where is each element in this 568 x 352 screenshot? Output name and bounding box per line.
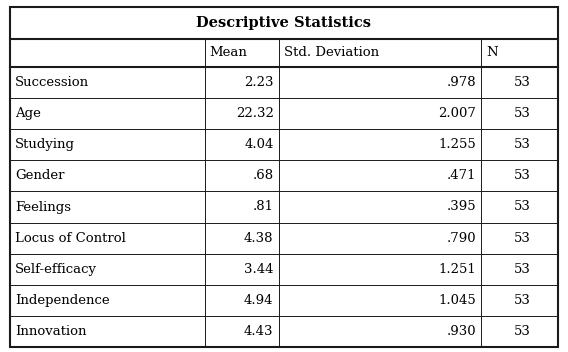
- Text: .68: .68: [252, 169, 274, 182]
- Text: 4.94: 4.94: [244, 294, 274, 307]
- Text: Succession: Succession: [15, 76, 89, 89]
- Text: 2.23: 2.23: [244, 76, 274, 89]
- Text: .930: .930: [446, 325, 477, 338]
- Text: 4.38: 4.38: [244, 232, 274, 245]
- Text: Innovation: Innovation: [15, 325, 86, 338]
- Text: 4.04: 4.04: [244, 138, 274, 151]
- Text: Age: Age: [15, 107, 41, 120]
- Text: Feelings: Feelings: [15, 201, 71, 214]
- Text: .790: .790: [446, 232, 477, 245]
- Text: .471: .471: [447, 169, 477, 182]
- Text: N: N: [486, 46, 498, 59]
- Text: Self-efficacy: Self-efficacy: [15, 263, 97, 276]
- Text: 53: 53: [514, 169, 531, 182]
- Text: 53: 53: [514, 263, 531, 276]
- Text: 22.32: 22.32: [236, 107, 274, 120]
- Text: Gender: Gender: [15, 169, 65, 182]
- Text: Studying: Studying: [15, 138, 75, 151]
- Text: 53: 53: [514, 232, 531, 245]
- Text: .978: .978: [446, 76, 477, 89]
- Text: 1.255: 1.255: [438, 138, 477, 151]
- Text: .395: .395: [446, 201, 477, 214]
- Text: 2.007: 2.007: [438, 107, 477, 120]
- Text: Independence: Independence: [15, 294, 110, 307]
- Text: Std. Deviation: Std. Deviation: [283, 46, 379, 59]
- Text: 53: 53: [514, 138, 531, 151]
- Text: 1.045: 1.045: [438, 294, 477, 307]
- Text: .81: .81: [253, 201, 274, 214]
- Text: Mean: Mean: [210, 46, 248, 59]
- Text: Descriptive Statistics: Descriptive Statistics: [197, 16, 371, 30]
- Text: 53: 53: [514, 201, 531, 214]
- Text: 53: 53: [514, 107, 531, 120]
- Text: Locus of Control: Locus of Control: [15, 232, 126, 245]
- Text: 53: 53: [514, 325, 531, 338]
- Text: 3.44: 3.44: [244, 263, 274, 276]
- Text: 1.251: 1.251: [438, 263, 477, 276]
- Text: 53: 53: [514, 76, 531, 89]
- Text: 4.43: 4.43: [244, 325, 274, 338]
- Text: 53: 53: [514, 294, 531, 307]
